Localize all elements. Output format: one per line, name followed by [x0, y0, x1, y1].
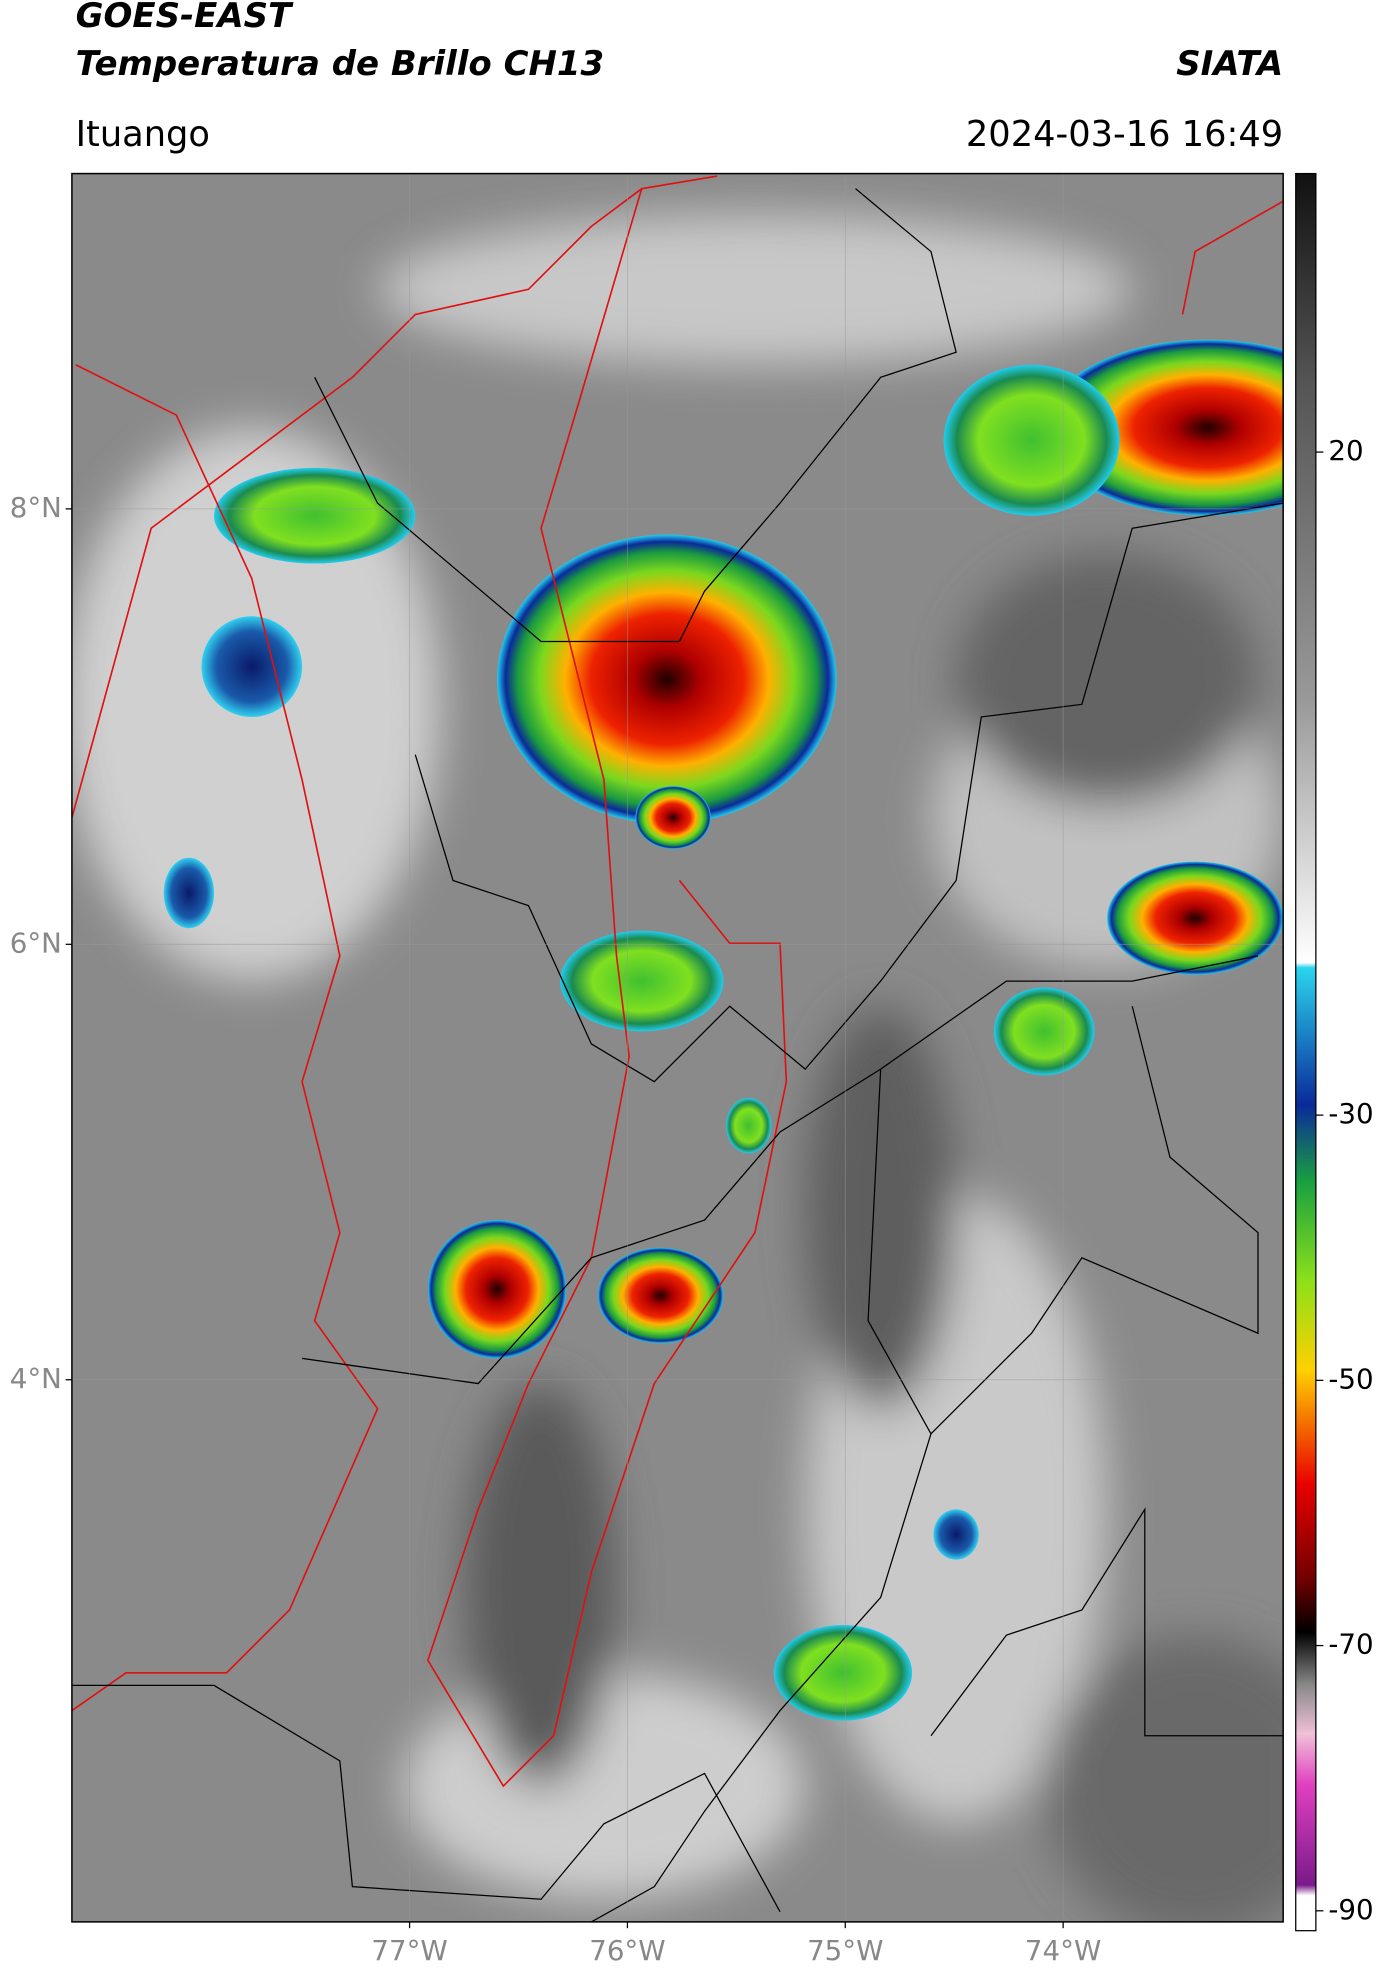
- colorbar: [1295, 172, 1317, 1932]
- lon-tick-label: 74°W: [1025, 1934, 1101, 1967]
- lon-tick-label: 77°W: [371, 1934, 447, 1967]
- title: GOES-EAST: [76, 0, 294, 36]
- lat-tick-label: 8°N: [10, 491, 62, 524]
- colorbar-tick-label: -50: [1328, 1362, 1373, 1395]
- subtitle: Temperatura de Brillo CH13: [76, 44, 604, 84]
- map-frame: [71, 172, 1284, 1923]
- graticule: [65, 173, 1284, 1929]
- brand: SIATA: [1176, 44, 1283, 84]
- lon-tick-label: 75°W: [807, 1934, 883, 1967]
- location: Ituango: [76, 114, 210, 155]
- colorbar-tick-label: -30: [1328, 1097, 1373, 1130]
- colorbar-tick-label: -70: [1328, 1628, 1373, 1661]
- lat-tick-label: 4°N: [10, 1362, 62, 1395]
- timestamp: 2024-03-16 16:49: [966, 114, 1283, 155]
- colorbar-tick-label: 20: [1328, 434, 1363, 467]
- colorbar-tick-label: -90: [1328, 1893, 1373, 1926]
- lon-tick-label: 76°W: [589, 1934, 665, 1967]
- satellite-image: [71, 173, 1284, 1922]
- lat-tick-label: 6°N: [10, 926, 62, 959]
